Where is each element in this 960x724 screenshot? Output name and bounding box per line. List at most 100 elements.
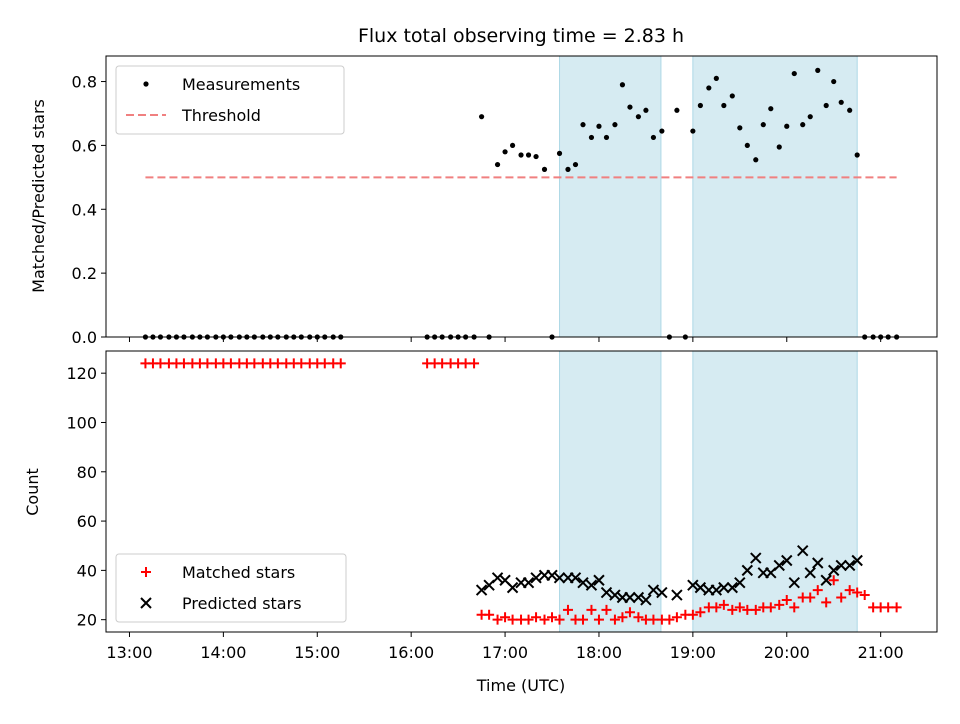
measurements-point	[596, 123, 602, 129]
legend-marker-measurements	[143, 81, 149, 87]
predicted-point	[506, 581, 519, 594]
legend-label-matched: Matched stars	[182, 563, 295, 582]
matched-point	[202, 358, 213, 369]
x-tick-label: 21:00	[858, 643, 904, 662]
predicted-point	[741, 564, 754, 577]
predicted-point	[553, 572, 566, 584]
measurements-point	[807, 114, 813, 120]
x-axis-label: Time (UTC)	[476, 676, 565, 695]
measurements-point	[612, 122, 618, 128]
matched-point	[750, 604, 761, 615]
measurements-point	[784, 123, 790, 129]
legend-label-predicted: Predicted stars	[182, 594, 302, 613]
measurements-point	[690, 128, 696, 134]
x-tick-label: 14:00	[200, 643, 246, 662]
top-axes-frame	[105, 55, 938, 338]
x-tick-label: 18:00	[576, 643, 622, 662]
measurements-point	[854, 152, 860, 158]
legend-box	[115, 553, 347, 623]
measurements-point	[768, 106, 774, 112]
matched-point	[781, 594, 792, 605]
shaded-interval-1	[559, 55, 662, 338]
matched-point	[844, 585, 855, 596]
bottom-axes-frame	[105, 350, 938, 633]
predicted-point	[585, 579, 598, 591]
shaded-interval-2	[692, 55, 858, 338]
measurements-point	[533, 153, 539, 160]
bottom-y-axis-label: Count	[23, 468, 42, 516]
matched-point	[539, 614, 550, 625]
matched-point	[249, 358, 260, 369]
measurements-point	[674, 107, 680, 113]
measurements-point	[650, 134, 657, 141]
predicted-point	[624, 591, 636, 604]
predicted-point	[671, 589, 683, 601]
measurements-point	[509, 142, 516, 149]
measurements-point	[713, 75, 719, 81]
measurements-point	[565, 166, 571, 172]
predicted-point	[600, 586, 613, 599]
bottom-y-tick-label: 60	[77, 512, 97, 531]
predicted-point	[640, 594, 652, 606]
matched-point	[821, 597, 832, 608]
matched-point	[601, 604, 612, 615]
matched-point	[711, 602, 722, 613]
matched-point	[664, 614, 675, 625]
predicted-point	[843, 559, 856, 572]
measurements-point	[494, 161, 501, 168]
predicted-point	[530, 572, 542, 584]
bottom-y-tick-label: 40	[77, 561, 97, 580]
matched-point	[671, 612, 682, 623]
top-y-axis-label: Matched/Predicted stars	[29, 99, 48, 293]
chart-title: Flux total observing time = 2.83 h	[358, 25, 684, 47]
measurements-point	[588, 134, 595, 141]
matched-point	[272, 358, 283, 369]
measurements-point	[847, 107, 853, 113]
predicted-point	[656, 586, 668, 599]
predicted-point	[577, 576, 589, 589]
top-y-tick-label: 0.8	[72, 73, 97, 92]
matched-point	[586, 604, 597, 615]
matched-point	[562, 604, 573, 615]
bottom-y-tick-label: 80	[77, 463, 97, 482]
matched-point	[225, 358, 236, 369]
predicted-point	[820, 574, 832, 586]
measurements-point	[502, 149, 508, 155]
measurements-point	[518, 152, 524, 158]
predicted-point	[781, 554, 793, 567]
predicted-point	[475, 584, 488, 596]
predicted-point	[491, 572, 504, 584]
matched-point	[891, 602, 902, 613]
matched-point	[624, 607, 635, 618]
bottom-panel: 20 40 60 80 100 120 13:00 14:00 15:00 16:00 17:00 1…	[66, 350, 938, 662]
matched-point	[648, 614, 659, 625]
legend-label-measurements: Measurements	[182, 75, 300, 94]
predicted-point	[609, 589, 621, 601]
legend-label-threshold: Threshold	[181, 106, 261, 125]
measurements-point	[619, 82, 626, 88]
measurements-point	[753, 157, 759, 163]
predicted-point	[734, 576, 746, 589]
matched-point	[852, 587, 863, 598]
legend-marker-matched	[141, 567, 151, 577]
measurements-point	[823, 102, 829, 109]
matched-point	[859, 590, 870, 601]
measurements-point	[635, 114, 642, 120]
top-y-tick-label: 0.2	[72, 264, 97, 283]
x-tick-label: 15:00	[294, 643, 340, 662]
matched-point	[805, 592, 816, 603]
measurements-point	[478, 114, 485, 120]
predicted-point	[828, 564, 840, 577]
predicted-point	[647, 584, 660, 596]
matched-point	[578, 614, 589, 625]
measurements-point	[831, 78, 837, 85]
measurements-point	[737, 125, 743, 131]
matched-point	[593, 614, 604, 625]
matched-point	[828, 575, 839, 586]
measurements-point	[815, 67, 821, 73]
measurements-point	[706, 85, 712, 91]
measurements-point	[760, 122, 766, 128]
predicted-point	[851, 554, 863, 567]
predicted-point	[773, 559, 785, 572]
